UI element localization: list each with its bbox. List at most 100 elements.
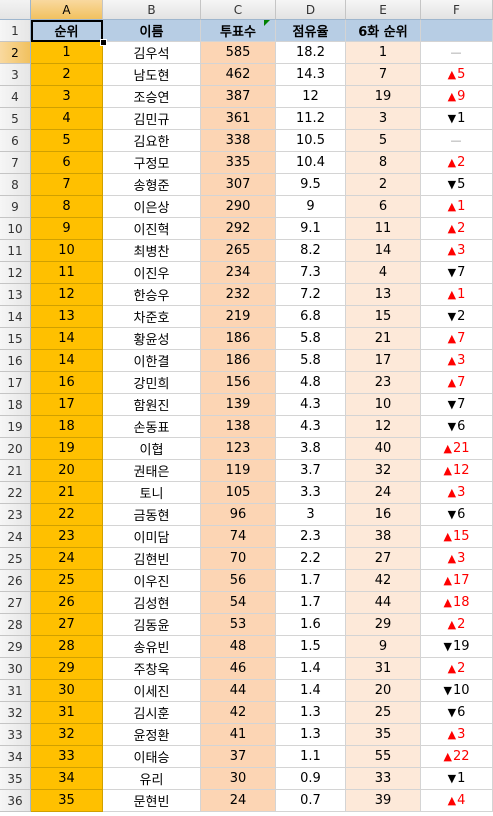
- votes-cell[interactable]: 42: [201, 702, 276, 724]
- votes-cell[interactable]: 96: [201, 504, 276, 526]
- change-cell[interactable]: ▲ 7: [421, 328, 493, 350]
- name-cell[interactable]: 김현빈: [103, 548, 201, 570]
- row-header[interactable]: 6: [0, 130, 31, 152]
- name-cell[interactable]: 이한결: [103, 350, 201, 372]
- name-cell[interactable]: 이은상: [103, 196, 201, 218]
- name-cell[interactable]: 이미담: [103, 526, 201, 548]
- name-cell[interactable]: 문현빈: [103, 790, 201, 812]
- rank-cell[interactable]: 10: [31, 240, 103, 262]
- change-cell[interactable]: ▼ 1: [421, 108, 493, 130]
- share-cell[interactable]: 3: [276, 504, 346, 526]
- row-header[interactable]: 21: [0, 460, 31, 482]
- share-cell[interactable]: 1.5: [276, 636, 346, 658]
- change-cell[interactable]: ▼ 7: [421, 262, 493, 284]
- prev-rank-cell[interactable]: 16: [346, 504, 421, 526]
- change-cell[interactable]: ▲ 12: [421, 460, 493, 482]
- prev-rank-cell[interactable]: 2: [346, 174, 421, 196]
- prev-rank-cell[interactable]: 6: [346, 196, 421, 218]
- share-cell[interactable]: 1.3: [276, 724, 346, 746]
- prev-rank-cell[interactable]: 29: [346, 614, 421, 636]
- votes-cell[interactable]: 70: [201, 548, 276, 570]
- change-cell[interactable]: ▲ 7: [421, 372, 493, 394]
- row-header[interactable]: 32: [0, 702, 31, 724]
- share-cell[interactable]: 14.3: [276, 64, 346, 86]
- change-cell[interactable]: ▲ 2: [421, 658, 493, 680]
- change-cell[interactable]: ▲ 1: [421, 284, 493, 306]
- votes-cell[interactable]: 54: [201, 592, 276, 614]
- name-cell[interactable]: 이태승: [103, 746, 201, 768]
- name-cell[interactable]: 이우진: [103, 570, 201, 592]
- change-cell[interactable]: ▲ 2: [421, 218, 493, 240]
- share-cell[interactable]: 0.7: [276, 790, 346, 812]
- rank-cell[interactable]: 27: [31, 614, 103, 636]
- change-cell[interactable]: ▼ 6: [421, 702, 493, 724]
- votes-cell[interactable]: 123: [201, 438, 276, 460]
- share-cell[interactable]: 1.1: [276, 746, 346, 768]
- row-header[interactable]: 9: [0, 196, 31, 218]
- name-cell[interactable]: 구정모: [103, 152, 201, 174]
- votes-cell[interactable]: 138: [201, 416, 276, 438]
- change-cell[interactable]: ▲ 3: [421, 350, 493, 372]
- row-header[interactable]: 19: [0, 416, 31, 438]
- prev-rank-cell[interactable]: 20: [346, 680, 421, 702]
- row-header[interactable]: 11: [0, 240, 31, 262]
- prev-rank-cell[interactable]: 9: [346, 636, 421, 658]
- votes-cell[interactable]: 234: [201, 262, 276, 284]
- name-cell[interactable]: 김동윤: [103, 614, 201, 636]
- votes-cell[interactable]: 30: [201, 768, 276, 790]
- change-cell[interactable]: ▲ 21: [421, 438, 493, 460]
- votes-cell[interactable]: 156: [201, 372, 276, 394]
- column-header-c[interactable]: C: [201, 0, 276, 20]
- header-share-cell[interactable]: 점유율: [276, 20, 346, 42]
- prev-rank-cell[interactable]: 14: [346, 240, 421, 262]
- share-cell[interactable]: 9.1: [276, 218, 346, 240]
- header-change-cell[interactable]: [421, 20, 493, 42]
- rank-cell[interactable]: 14: [31, 328, 103, 350]
- prev-rank-cell[interactable]: 35: [346, 724, 421, 746]
- prev-rank-cell[interactable]: 13: [346, 284, 421, 306]
- rank-cell[interactable]: 18: [31, 416, 103, 438]
- votes-cell[interactable]: 56: [201, 570, 276, 592]
- rank-cell[interactable]: 2: [31, 64, 103, 86]
- row-header[interactable]: 7: [0, 152, 31, 174]
- name-cell[interactable]: 김요한: [103, 130, 201, 152]
- share-cell[interactable]: 5.8: [276, 328, 346, 350]
- row-header[interactable]: 8: [0, 174, 31, 196]
- prev-rank-cell[interactable]: 17: [346, 350, 421, 372]
- change-cell[interactable]: ▲ 5: [421, 64, 493, 86]
- votes-cell[interactable]: 53: [201, 614, 276, 636]
- rank-cell[interactable]: 20: [31, 460, 103, 482]
- votes-cell[interactable]: 265: [201, 240, 276, 262]
- share-cell[interactable]: 9.5: [276, 174, 346, 196]
- change-cell[interactable]: —: [421, 130, 493, 152]
- share-cell[interactable]: 1.7: [276, 570, 346, 592]
- rank-cell[interactable]: 11: [31, 262, 103, 284]
- rank-cell[interactable]: 24: [31, 548, 103, 570]
- votes-cell[interactable]: 46: [201, 658, 276, 680]
- change-cell[interactable]: ▼ 6: [421, 416, 493, 438]
- votes-cell[interactable]: 290: [201, 196, 276, 218]
- share-cell[interactable]: 10.4: [276, 152, 346, 174]
- prev-rank-cell[interactable]: 8: [346, 152, 421, 174]
- share-cell[interactable]: 1.4: [276, 680, 346, 702]
- prev-rank-cell[interactable]: 3: [346, 108, 421, 130]
- prev-rank-cell[interactable]: 4: [346, 262, 421, 284]
- share-cell[interactable]: 12: [276, 86, 346, 108]
- votes-cell[interactable]: 387: [201, 86, 276, 108]
- prev-rank-cell[interactable]: 40: [346, 438, 421, 460]
- header-rank-cell[interactable]: 순위: [31, 20, 103, 42]
- name-cell[interactable]: 김성현: [103, 592, 201, 614]
- prev-rank-cell[interactable]: 23: [346, 372, 421, 394]
- name-cell[interactable]: 권태은: [103, 460, 201, 482]
- name-cell[interactable]: 주창욱: [103, 658, 201, 680]
- prev-rank-cell[interactable]: 25: [346, 702, 421, 724]
- row-header[interactable]: 16: [0, 350, 31, 372]
- prev-rank-cell[interactable]: 24: [346, 482, 421, 504]
- rank-cell[interactable]: 14: [31, 350, 103, 372]
- rank-cell[interactable]: 3: [31, 86, 103, 108]
- prev-rank-cell[interactable]: 5: [346, 130, 421, 152]
- row-header[interactable]: 17: [0, 372, 31, 394]
- prev-rank-cell[interactable]: 27: [346, 548, 421, 570]
- change-cell[interactable]: ▲ 3: [421, 548, 493, 570]
- share-cell[interactable]: 7.3: [276, 262, 346, 284]
